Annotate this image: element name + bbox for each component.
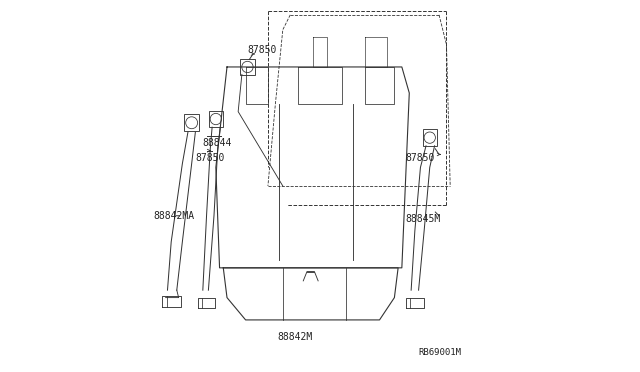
Text: 88842M: 88842M [277, 332, 312, 341]
Text: 87850: 87850 [406, 153, 435, 163]
Text: 88845M: 88845M [406, 215, 441, 224]
Text: 88842MA: 88842MA [154, 211, 195, 221]
Text: 88844: 88844 [203, 138, 232, 148]
Text: 87850: 87850 [195, 153, 225, 163]
Text: RB69001M: RB69001M [419, 348, 461, 357]
Text: 87850: 87850 [248, 45, 277, 55]
